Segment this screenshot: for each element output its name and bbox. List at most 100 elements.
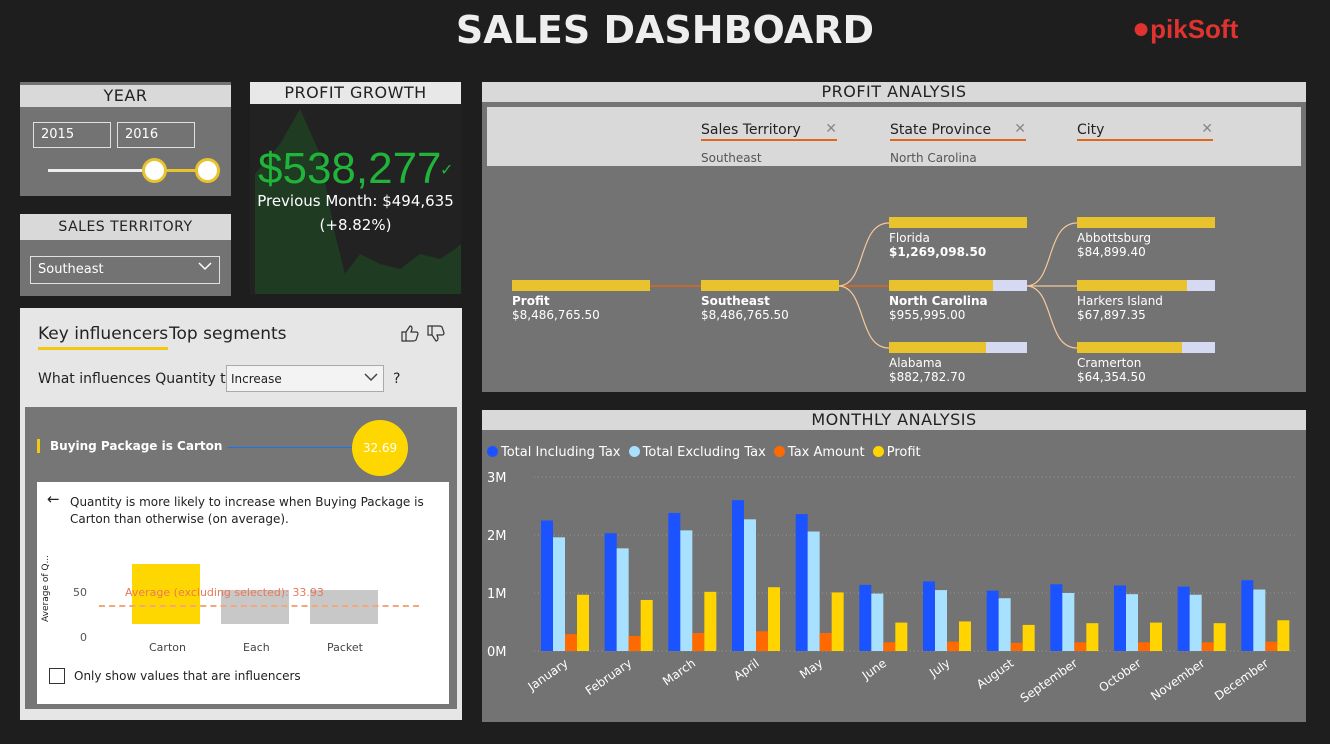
x-tick-label: June — [859, 656, 889, 683]
factor-label[interactable]: Buying Package is Carton — [50, 439, 223, 453]
bar-tax-amount[interactable] — [1265, 641, 1278, 651]
bar-profit[interactable] — [831, 592, 844, 651]
bar-tax-amount[interactable] — [1201, 642, 1214, 651]
y-tick-label: 2M — [487, 529, 507, 544]
help-mark[interactable]: ? — [393, 371, 401, 387]
bar-total-including-tax[interactable] — [1177, 586, 1190, 651]
bar-total-including-tax[interactable] — [986, 590, 999, 651]
bar-total-excluding-tax[interactable] — [1062, 593, 1075, 651]
bar-profit[interactable] — [640, 599, 653, 651]
bar-total-excluding-tax[interactable] — [1189, 594, 1202, 651]
bar-each[interactable] — [221, 590, 289, 624]
node-profit[interactable]: Profit $8,486,765.50 — [512, 280, 650, 322]
influencers-only-checkbox[interactable] — [49, 668, 65, 684]
bar-tax-amount[interactable] — [1074, 642, 1087, 651]
bar-tax-amount[interactable] — [565, 634, 577, 651]
bar-tax-amount[interactable] — [1138, 642, 1150, 651]
bar-tax-amount[interactable] — [756, 631, 768, 651]
y-tick-label: 1M — [487, 587, 507, 602]
bar-total-excluding-tax[interactable] — [1126, 594, 1138, 651]
bar-tax-amount[interactable] — [628, 635, 641, 651]
key-influencers-panel: Key influencers Top segments What influe… — [20, 308, 462, 720]
legend-item[interactable]: Total Excluding Tax — [628, 445, 766, 460]
node-florida[interactable]: Florida $1,269,098.50 — [889, 217, 1027, 259]
bar-total-including-tax[interactable] — [1050, 584, 1063, 651]
bar-total-excluding-tax[interactable] — [871, 593, 884, 651]
x-tick-label: December — [1212, 656, 1271, 703]
bar-total-excluding-tax[interactable] — [807, 531, 820, 651]
bar-total-excluding-tax[interactable] — [744, 519, 756, 651]
bar-total-including-tax[interactable] — [1114, 585, 1126, 651]
bar-total-excluding-tax[interactable] — [680, 530, 693, 651]
bar-tax-amount[interactable] — [883, 642, 896, 651]
bar-total-excluding-tax[interactable] — [1253, 589, 1266, 651]
detail-y-axis-title: Average of Q... — [41, 554, 51, 622]
legend-item[interactable]: Tax Amount — [773, 445, 865, 460]
bar-total-excluding-tax[interactable] — [616, 548, 629, 651]
influencer-factor-area: Buying Package is Carton 32.69 ← Quantit… — [25, 407, 457, 709]
thumbs-down-icon[interactable] — [426, 325, 446, 347]
close-icon[interactable]: ✕ — [825, 121, 837, 137]
bar-profit[interactable] — [1213, 623, 1226, 651]
filter-city[interactable]: City ✕ — [1077, 115, 1213, 141]
bar-total-including-tax[interactable] — [795, 514, 808, 651]
thumbs-up-icon[interactable] — [400, 324, 420, 346]
year-slider-handle-start[interactable] — [142, 158, 167, 183]
bar-profit[interactable] — [895, 622, 908, 651]
year-from-input[interactable]: 2015 — [33, 122, 111, 148]
bar-total-including-tax[interactable] — [541, 520, 553, 652]
tab-top-segments[interactable]: Top segments — [169, 324, 287, 344]
average-label: Average (excluding selected): 33.93 — [125, 586, 324, 599]
bar-profit[interactable] — [1086, 623, 1099, 651]
bar-tax-amount[interactable] — [692, 633, 705, 651]
filter-state-province[interactable]: State Province ✕ — [890, 115, 1026, 141]
close-icon[interactable]: ✕ — [1201, 121, 1213, 137]
legend-item[interactable]: Profit — [872, 445, 921, 460]
node-southeast[interactable]: Southeast $8,486,765.50 — [701, 280, 839, 322]
influence-direction-dropdown[interactable]: Increase — [226, 365, 384, 392]
bar-profit[interactable] — [1150, 622, 1162, 651]
bar-total-including-tax[interactable] — [859, 584, 872, 651]
bar-tax-amount[interactable] — [947, 641, 959, 651]
bar-tax-amount[interactable] — [1010, 642, 1023, 651]
factor-connector — [228, 447, 352, 448]
legend-item[interactable]: Total Including Tax — [487, 445, 621, 460]
close-icon[interactable]: ✕ — [1014, 121, 1026, 137]
bar-total-including-tax[interactable] — [923, 581, 935, 651]
node-north-carolina[interactable]: North Carolina $955,995.00 — [889, 280, 1027, 322]
filter-sales-territory[interactable]: Sales Territory ✕ — [701, 115, 837, 141]
bar-profit[interactable] — [1022, 624, 1035, 651]
bar-profit[interactable] — [768, 587, 780, 651]
territory-dropdown[interactable]: Southeast — [30, 256, 220, 284]
node-cramerton[interactable]: Cramerton $64,354.50 — [1077, 342, 1215, 384]
decomposition-connectors — [650, 222, 1078, 349]
chart-legend: Total Including Tax Total Excluding Tax … — [487, 445, 921, 460]
filter-state-province-value: North Carolina — [890, 151, 977, 165]
node-alabama[interactable]: Alabama $882,782.70 — [889, 342, 1027, 384]
back-arrow-icon[interactable]: ← — [47, 490, 60, 508]
year-to-input[interactable]: 2016 — [117, 122, 195, 148]
year-slider-handle-end[interactable] — [195, 158, 220, 183]
influence-question: What influences Quantity to — [38, 371, 235, 387]
influencers-only-label: Only show values that are influencers — [74, 669, 301, 683]
bar-total-including-tax[interactable] — [1241, 580, 1254, 651]
factor-bubble[interactable]: 32.69 — [352, 420, 408, 476]
bar-profit[interactable] — [959, 621, 971, 651]
bar-total-including-tax[interactable] — [732, 500, 744, 651]
bar-packet[interactable] — [310, 590, 378, 624]
bar-total-excluding-tax[interactable] — [553, 537, 565, 651]
node-abbottsburg[interactable]: Abbottsburg $84,899.40 — [1077, 217, 1215, 259]
node-harkers-island[interactable]: Harkers Island $67,897.35 — [1077, 280, 1215, 322]
bar-total-including-tax[interactable] — [668, 512, 681, 651]
bar-total-excluding-tax[interactable] — [935, 590, 947, 651]
bar-carton[interactable] — [132, 564, 200, 624]
profit-growth-card: PROFIT GROWTH $538,277 ✓ Previous Month:… — [250, 82, 461, 294]
tab-key-influencers[interactable]: Key influencers — [38, 324, 169, 350]
bar-profit[interactable] — [1277, 620, 1290, 651]
bar-total-excluding-tax[interactable] — [998, 598, 1011, 651]
category-carton: Carton — [149, 641, 186, 654]
bar-total-including-tax[interactable] — [604, 533, 617, 651]
bar-profit[interactable] — [577, 594, 589, 651]
bar-profit[interactable] — [704, 591, 717, 651]
bar-tax-amount[interactable] — [819, 633, 832, 651]
